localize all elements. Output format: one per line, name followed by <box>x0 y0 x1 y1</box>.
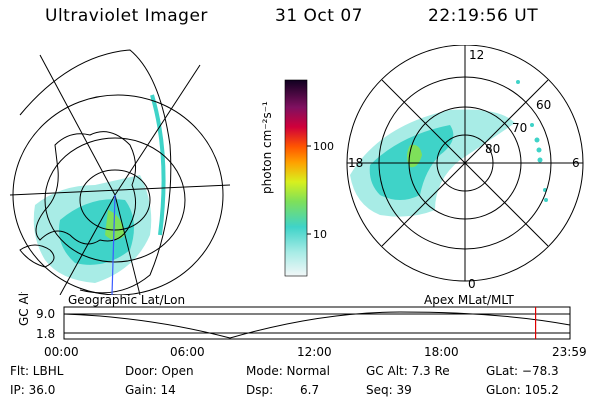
mlt-label-18: 18 <box>348 156 363 170</box>
colorbar-gradient <box>284 79 308 277</box>
polar-mlat-mlt-map: 12 18 6 0 60 70 80 <box>346 45 584 290</box>
altitude-curve <box>63 311 571 339</box>
mode-readout: Mode: Normal <box>246 364 330 378</box>
timeline-frame <box>63 306 571 340</box>
timeline-xtick-0600: 06:00 <box>170 345 205 359</box>
gc-alt-readout: GC Alt: 7.3 Re <box>366 364 450 378</box>
timeline-ytick-low: 1.8 <box>36 327 55 341</box>
mlat-label-70: 70 <box>512 121 527 135</box>
timeline-xtick-0000: 00:00 <box>44 345 79 359</box>
geo-aurora-bright <box>105 210 125 240</box>
timeline-ytick-high: 9.0 <box>36 307 55 321</box>
door-readout: Door: Open <box>125 364 194 378</box>
glon-readout: GLon: 105.2 <box>486 383 559 397</box>
timeline-xtick-1200: 12:00 <box>297 345 332 359</box>
date-label: 31 Oct 07 <box>275 6 363 26</box>
time-label: 22:19:56 UT <box>428 6 539 26</box>
dsp-label: Dsp: <box>246 383 274 397</box>
seq-readout: Seq: 39 <box>366 383 412 397</box>
timeline-xtick-1800: 18:00 <box>424 345 459 359</box>
gain-readout: Gain: 14 <box>125 383 176 397</box>
timeline-xtick-2359: 23:59 <box>552 345 587 359</box>
ip-readout: IP: 36.0 <box>10 383 56 397</box>
mlt-label-6: 6 <box>572 156 580 170</box>
mlt-label-12: 12 <box>469 48 484 62</box>
timeline-axis-label: GC Alt <box>17 292 31 326</box>
orbit-timeline: GC Alt 9.0 1.8 00:00 06:00 12:00 18:00 2… <box>17 292 587 359</box>
geographic-map <box>9 49 231 295</box>
mlt-label-0: 0 <box>468 277 476 290</box>
polar-map-caption: Apex MLat/MLT <box>424 293 514 307</box>
filter-readout: Flt: LBHL <box>10 364 64 378</box>
colorbar-unit-label: photon cm⁻²s⁻¹ <box>260 101 274 194</box>
polar-dawn-dots <box>516 80 548 202</box>
colorbar-tick-100: 100 <box>313 140 334 153</box>
mlat-label-80: 80 <box>485 142 500 156</box>
geo-coastline <box>35 131 136 245</box>
geo-limb <box>19 49 172 294</box>
mlat-label-60: 60 <box>536 98 551 112</box>
dsp-value: 6.7 <box>300 383 320 397</box>
geo-aurora-edge <box>150 94 166 236</box>
instrument-title: Ultraviolet Imager <box>45 6 208 26</box>
colorbar: photon cm⁻²s⁻¹ 100 10 <box>255 76 335 286</box>
geo-map-caption: Geographic Lat/Lon <box>68 293 186 307</box>
glat-readout: GLat: −78.3 <box>486 364 559 378</box>
colorbar-tick-10: 10 <box>313 228 327 241</box>
